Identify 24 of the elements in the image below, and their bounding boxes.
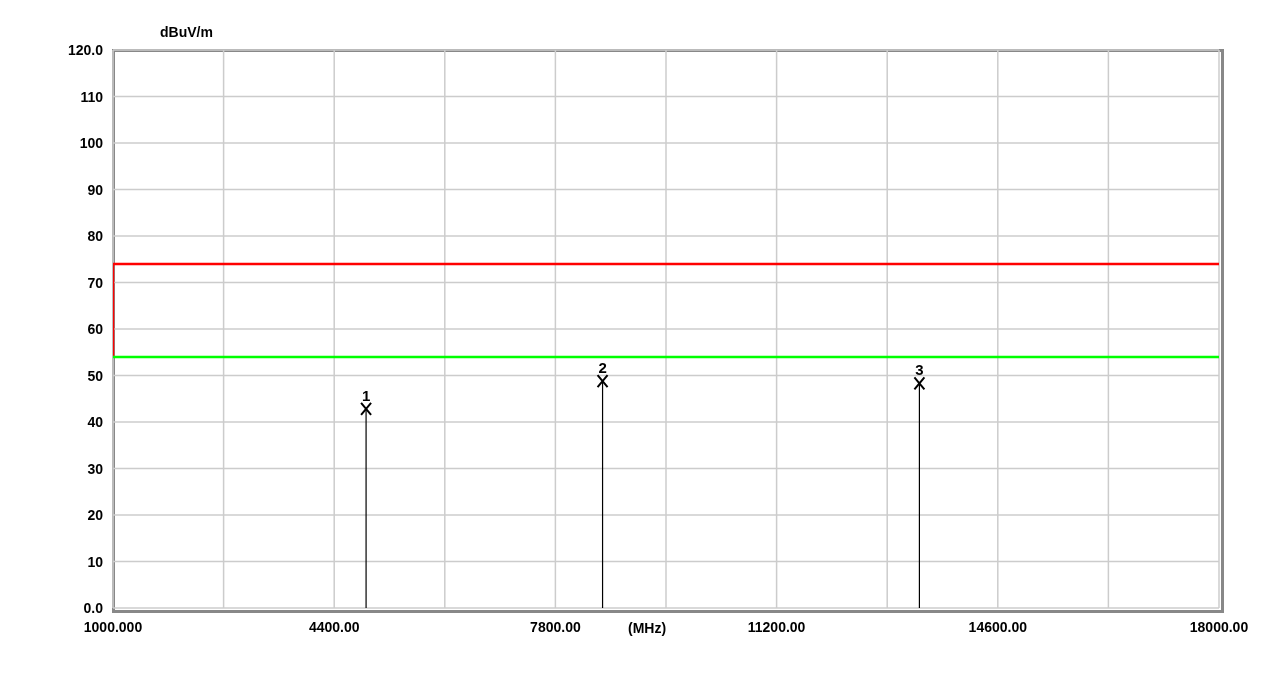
y-tick-label: 0.0 xyxy=(83,600,104,616)
annotation: 2 xyxy=(598,359,607,377)
x-tick-label: 18000.00 xyxy=(1189,619,1249,635)
y-tick-label: 20 xyxy=(87,507,104,523)
y-tick-label: 10 xyxy=(87,553,104,570)
y-tick-label: 100 xyxy=(79,135,104,151)
y-tick-label: 70 xyxy=(87,274,104,291)
y-tick-label: 40 xyxy=(87,414,104,430)
y-tick-label: 90 xyxy=(87,181,104,198)
y-tick-label: 80 xyxy=(87,228,104,244)
x-tick-label: 1000.000 xyxy=(83,619,143,635)
y-tick-label: 50 xyxy=(87,367,104,384)
x-tick-label: 4400.00 xyxy=(308,619,360,635)
x-tick-label: 14600.00 xyxy=(968,619,1028,635)
y-tick-label: 30 xyxy=(87,460,104,477)
y-tick-label: 110 xyxy=(80,88,104,105)
x-axis-title: (MHz) xyxy=(628,620,667,636)
annotation: 3 xyxy=(915,361,924,379)
annotation: 1 xyxy=(361,386,371,404)
x-tick-label: 11200.00 xyxy=(747,619,806,635)
y-tick-label: 60 xyxy=(87,321,104,337)
x-tick-label: 7800.00 xyxy=(530,619,581,635)
y-axis-title: dBuV/m xyxy=(160,24,213,40)
y-tick-label: 120.0 xyxy=(67,42,104,58)
